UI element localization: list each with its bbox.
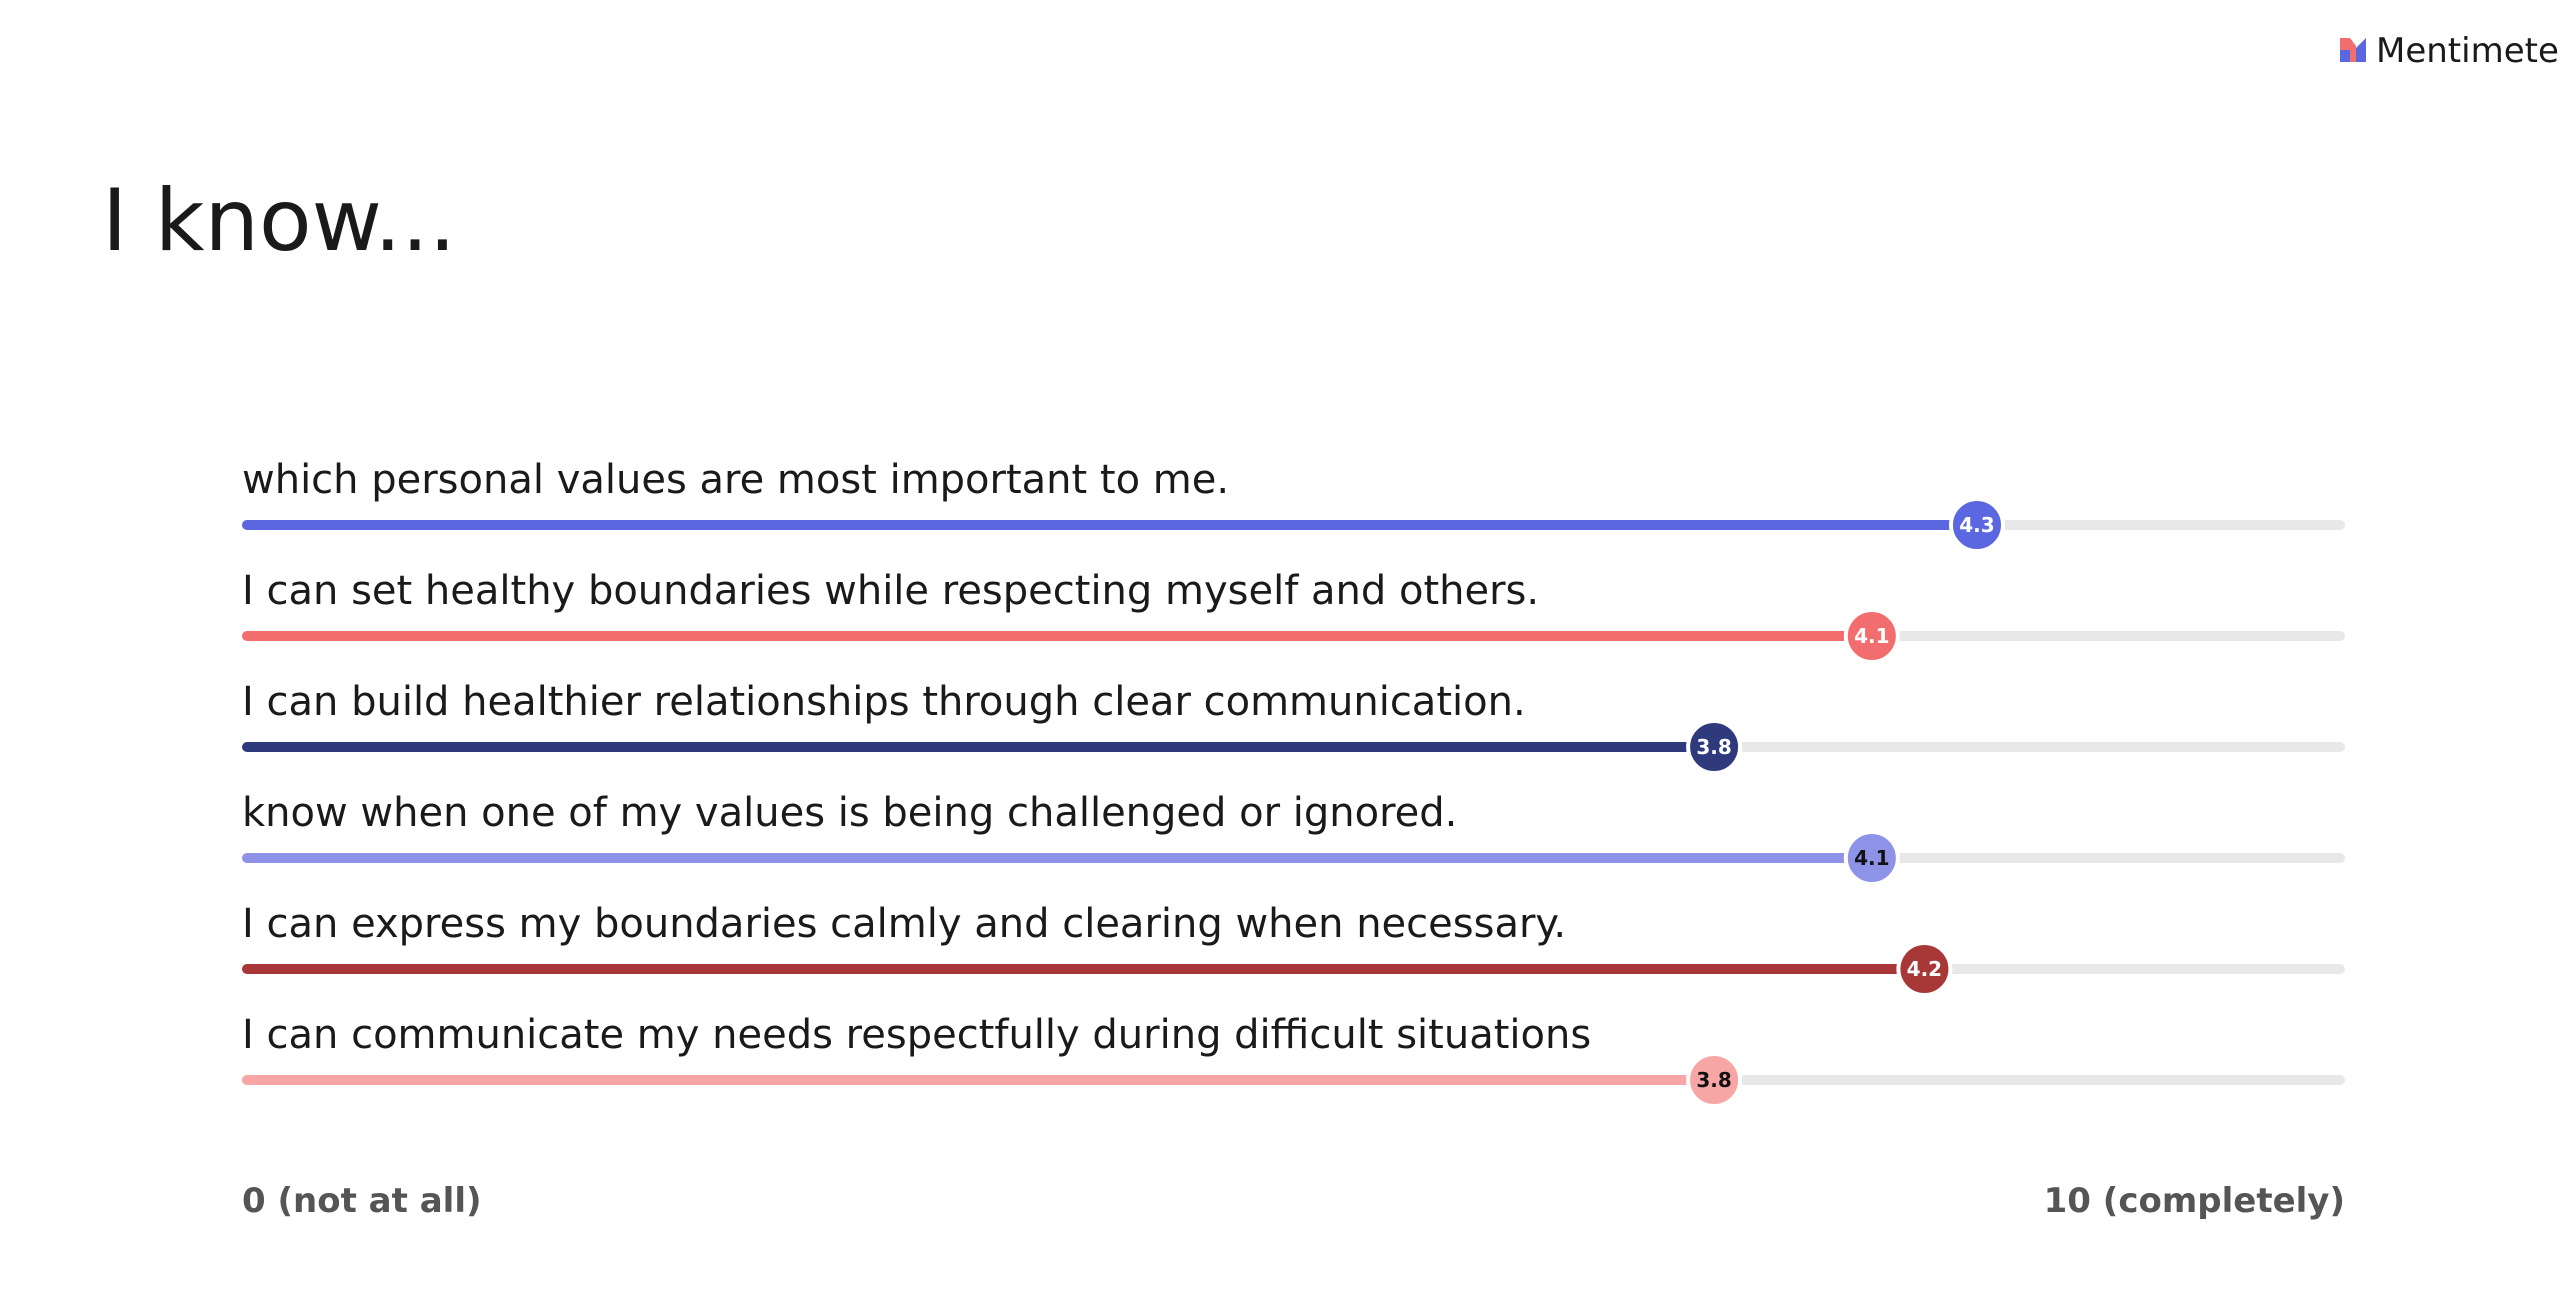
logo: [2340, 38, 2366, 62]
statement-label: which personal values are most important…: [242, 457, 1229, 503]
value-marker: [1843, 830, 1900, 886]
value-label: 3.8: [1696, 735, 1731, 759]
bar: [242, 520, 1977, 530]
value-marker: [1896, 941, 1953, 997]
bar: [242, 1075, 1715, 1085]
bar: [242, 964, 1925, 974]
statement-label: know when one of my values is being chal…: [242, 790, 1457, 836]
brand: Mentimeter: [2376, 31, 2560, 71]
x-max-label: 10 (completely): [2044, 1181, 2345, 1221]
value-marker: [1843, 608, 1900, 664]
statement-label: I can express my boundaries calmly and c…: [242, 901, 1566, 947]
statement-label: I can set healthy boundaries while respe…: [242, 568, 1539, 614]
x-min-label: 0 (not at all): [242, 1181, 482, 1221]
chart-title: I know...: [102, 171, 456, 271]
value-marker: [1948, 497, 2005, 553]
value-marker: [1686, 719, 1743, 775]
bar: [242, 742, 1715, 752]
statement-label: I can communicate my needs respectfully …: [242, 1012, 1591, 1058]
value-label: 4.1: [1854, 624, 1889, 648]
value-label: 4.3: [1959, 513, 1994, 537]
value-marker: [1686, 1052, 1743, 1108]
value-label: 4.1: [1854, 846, 1889, 870]
logo-icon-accent: [2340, 38, 2356, 62]
bar: [242, 853, 1872, 863]
value-label: 4.2: [1907, 957, 1942, 981]
bar: [242, 631, 1872, 641]
statement-label: I can build healthier relationships thro…: [242, 679, 1526, 725]
value-label: 3.8: [1696, 1068, 1731, 1092]
